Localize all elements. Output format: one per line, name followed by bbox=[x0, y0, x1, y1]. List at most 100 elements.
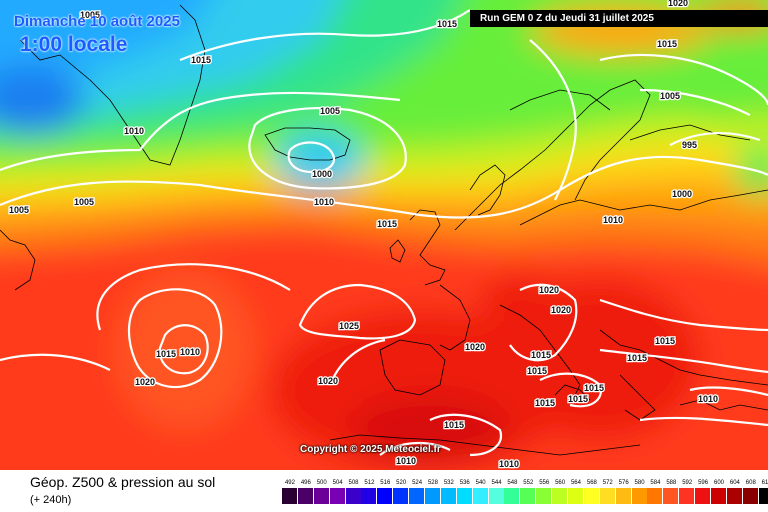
isobar-label: 1005 bbox=[9, 205, 29, 215]
scale-swatch bbox=[345, 488, 362, 504]
isobar-label: 1015 bbox=[527, 366, 547, 376]
scale-label: 596 bbox=[698, 480, 709, 486]
scale-label: 492 bbox=[284, 480, 295, 486]
isobar-label: 1000 bbox=[672, 189, 692, 199]
scale-label: 556 bbox=[539, 480, 550, 486]
forecast-date: Dimanche 10 août 2025 bbox=[14, 13, 180, 30]
scale-label: 600 bbox=[713, 480, 724, 486]
scale-cell: 532 bbox=[440, 478, 457, 504]
scale-label: 604 bbox=[729, 480, 740, 486]
geopotential-field bbox=[0, 0, 768, 470]
isobar-label: 1020 bbox=[318, 376, 338, 386]
scale-label: 528 bbox=[427, 480, 438, 486]
isobar-label: 1010 bbox=[499, 459, 519, 469]
scale-cell: 544 bbox=[488, 478, 505, 504]
scale-swatch bbox=[424, 488, 441, 504]
scale-cell: 504 bbox=[329, 478, 346, 504]
scale-cell: 604 bbox=[726, 478, 743, 504]
copyright-notice: Copyright © 2025 Meteociel.fr bbox=[300, 444, 441, 455]
scale-cell: 536 bbox=[456, 478, 473, 504]
scale-swatch bbox=[440, 488, 457, 504]
scale-swatch bbox=[520, 488, 537, 504]
forecast-local-time: 1:00 locale bbox=[20, 33, 128, 56]
scale-swatch bbox=[631, 488, 648, 504]
model-run-info: Run GEM 0 Z du Jeudi 31 juillet 2025 bbox=[470, 10, 768, 27]
isobar-label: 1000 bbox=[312, 169, 332, 179]
scale-cell: 552 bbox=[520, 478, 537, 504]
scale-cell: 608 bbox=[742, 478, 759, 504]
scale-cell: 560 bbox=[552, 478, 569, 504]
scale-cell: 500 bbox=[313, 478, 330, 504]
scale-swatch bbox=[313, 488, 330, 504]
weather-map: 1005 1015 1015 1020 1015 1010 1005 995 1… bbox=[0, 0, 768, 470]
isobar-label: 1020 bbox=[551, 305, 571, 315]
scale-swatch bbox=[361, 488, 378, 504]
isobar-label: 1015 bbox=[568, 394, 588, 404]
scale-label: 576 bbox=[618, 480, 629, 486]
isobar-label: 1015 bbox=[437, 19, 457, 29]
scale-cell: 588 bbox=[663, 478, 680, 504]
isobar-label: 1005 bbox=[320, 106, 340, 116]
scale-label: 588 bbox=[666, 480, 677, 486]
isobars bbox=[0, 9, 768, 457]
scale-swatch bbox=[409, 488, 426, 504]
scale-label: 584 bbox=[650, 480, 661, 486]
scale-label: 612 bbox=[761, 480, 768, 486]
isobar-label: 1010 bbox=[603, 215, 623, 225]
scale-label: 580 bbox=[634, 480, 645, 486]
scale-swatch bbox=[377, 488, 394, 504]
scale-label: 512 bbox=[364, 480, 375, 486]
scale-swatch bbox=[456, 488, 473, 504]
scale-swatch bbox=[536, 488, 553, 504]
scale-swatch bbox=[488, 488, 505, 504]
scale-swatch bbox=[281, 488, 298, 504]
land-outlines bbox=[0, 4, 768, 456]
isobar-label: 1015 bbox=[655, 336, 675, 346]
isobar-label: 1015 bbox=[584, 383, 604, 393]
scale-cell: 516 bbox=[377, 478, 394, 504]
scale-label: 548 bbox=[507, 480, 518, 486]
isobar-label: 1015 bbox=[377, 219, 397, 229]
scale-label: 552 bbox=[523, 480, 534, 486]
scale-swatch bbox=[329, 488, 346, 504]
scale-label: 608 bbox=[745, 480, 756, 486]
scale-label: 592 bbox=[682, 480, 693, 486]
isobar-label: 1010 bbox=[698, 394, 718, 404]
isobar-label: 1010 bbox=[180, 347, 200, 357]
isobar-label: 1020 bbox=[135, 377, 155, 387]
scale-swatch bbox=[599, 488, 616, 504]
isobar-label: 1010 bbox=[314, 197, 334, 207]
scale-cell: 540 bbox=[472, 478, 489, 504]
scale-swatch bbox=[647, 488, 664, 504]
isobar-labels: 1005 1015 1015 1020 1015 1010 1005 995 1… bbox=[8, 0, 720, 470]
isobar-label: 1015 bbox=[627, 353, 647, 363]
scale-cell: 612 bbox=[758, 478, 768, 504]
scale-swatch bbox=[663, 488, 680, 504]
scale-swatch bbox=[711, 488, 727, 504]
scale-label: 572 bbox=[602, 480, 613, 486]
isobar-label: 1005 bbox=[660, 91, 680, 101]
scale-cell: 572 bbox=[599, 478, 616, 504]
isobar-label: 1005 bbox=[80, 10, 100, 20]
isobar-label: 1015 bbox=[191, 55, 211, 65]
isobar-label: 1015 bbox=[657, 39, 677, 49]
scale-label: 524 bbox=[412, 480, 423, 486]
scale-swatch bbox=[758, 488, 768, 504]
scale-label: 516 bbox=[380, 480, 391, 486]
scale-cell: 568 bbox=[583, 478, 600, 504]
isobar-label: 1025 bbox=[339, 321, 359, 331]
scale-swatch bbox=[504, 488, 521, 504]
isobar-label: 1010 bbox=[396, 456, 416, 466]
scale-cell: 524 bbox=[409, 478, 426, 504]
isobar-label: 995 bbox=[682, 140, 697, 150]
color-scale: 492 496 500 504 508 512 516 520 524 528 532 536 540 5… bbox=[281, 478, 768, 504]
isobar-label: 1010 bbox=[124, 126, 144, 136]
scale-swatch bbox=[297, 488, 314, 504]
scale-cell: 496 bbox=[297, 478, 314, 504]
scale-swatch bbox=[567, 488, 584, 504]
isobar-label: 1015 bbox=[531, 350, 551, 360]
scale-swatch bbox=[726, 488, 743, 504]
scale-label: 560 bbox=[555, 480, 566, 486]
scale-label: 508 bbox=[348, 480, 359, 486]
scale-label: 532 bbox=[443, 480, 454, 486]
